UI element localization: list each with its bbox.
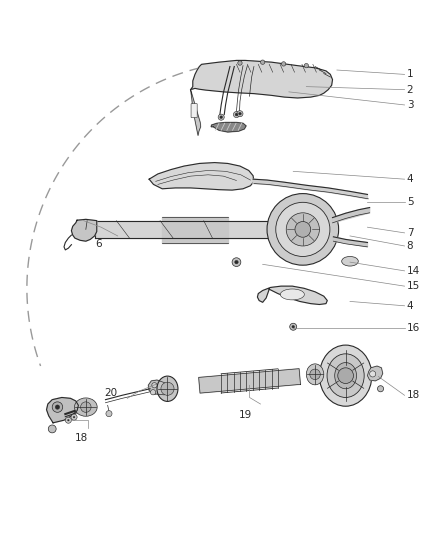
Polygon shape	[95, 221, 274, 238]
Circle shape	[71, 414, 77, 420]
Ellipse shape	[327, 354, 364, 398]
Ellipse shape	[306, 364, 324, 385]
Polygon shape	[191, 90, 201, 135]
Text: 2: 2	[407, 85, 413, 95]
Polygon shape	[46, 398, 78, 423]
Circle shape	[304, 63, 308, 68]
Circle shape	[237, 111, 243, 117]
Circle shape	[282, 62, 286, 66]
Polygon shape	[333, 237, 367, 247]
Circle shape	[73, 416, 75, 418]
Circle shape	[338, 368, 353, 384]
Text: 15: 15	[407, 281, 420, 291]
Circle shape	[370, 371, 376, 377]
Circle shape	[48, 425, 56, 433]
Text: 3: 3	[407, 100, 413, 110]
Polygon shape	[253, 179, 367, 199]
Circle shape	[238, 61, 242, 65]
Ellipse shape	[319, 345, 372, 406]
Circle shape	[267, 193, 339, 265]
Polygon shape	[71, 220, 97, 241]
Ellipse shape	[157, 376, 178, 401]
Circle shape	[235, 113, 238, 116]
Text: 6: 6	[95, 239, 102, 249]
Polygon shape	[211, 123, 246, 132]
Circle shape	[232, 258, 241, 266]
Circle shape	[295, 222, 311, 237]
Circle shape	[150, 390, 155, 395]
Circle shape	[152, 383, 157, 388]
Circle shape	[292, 326, 294, 328]
Polygon shape	[367, 366, 383, 381]
Text: 19: 19	[239, 410, 252, 419]
Text: 4: 4	[407, 174, 413, 184]
Polygon shape	[148, 380, 167, 395]
Text: 8: 8	[407, 241, 413, 251]
Ellipse shape	[335, 362, 357, 389]
Polygon shape	[162, 217, 228, 244]
Circle shape	[65, 417, 71, 423]
Circle shape	[67, 419, 69, 421]
Text: 18: 18	[407, 390, 420, 400]
Circle shape	[290, 323, 297, 330]
Circle shape	[233, 111, 240, 118]
Polygon shape	[258, 286, 327, 304]
Circle shape	[286, 213, 319, 246]
Circle shape	[235, 261, 238, 264]
Text: 1: 1	[407, 69, 413, 79]
Circle shape	[52, 402, 63, 413]
Text: 18: 18	[75, 433, 88, 443]
Circle shape	[81, 402, 91, 413]
Circle shape	[276, 203, 330, 256]
Circle shape	[106, 410, 112, 417]
Polygon shape	[199, 369, 300, 393]
Ellipse shape	[342, 256, 358, 266]
Polygon shape	[191, 60, 332, 98]
Polygon shape	[149, 163, 254, 190]
FancyBboxPatch shape	[191, 103, 197, 118]
Circle shape	[239, 112, 241, 115]
Circle shape	[218, 114, 224, 120]
Circle shape	[378, 386, 384, 392]
Circle shape	[220, 116, 223, 118]
Text: 16: 16	[407, 324, 420, 334]
Text: 7: 7	[407, 228, 413, 238]
Text: 14: 14	[407, 266, 420, 276]
Ellipse shape	[280, 289, 304, 300]
Circle shape	[310, 369, 320, 379]
Circle shape	[261, 60, 265, 64]
Text: 20: 20	[105, 388, 118, 398]
Ellipse shape	[74, 398, 97, 416]
Circle shape	[55, 405, 60, 409]
Text: 5: 5	[407, 197, 413, 207]
Polygon shape	[332, 207, 370, 223]
Circle shape	[161, 382, 174, 395]
Text: 4: 4	[407, 301, 413, 311]
